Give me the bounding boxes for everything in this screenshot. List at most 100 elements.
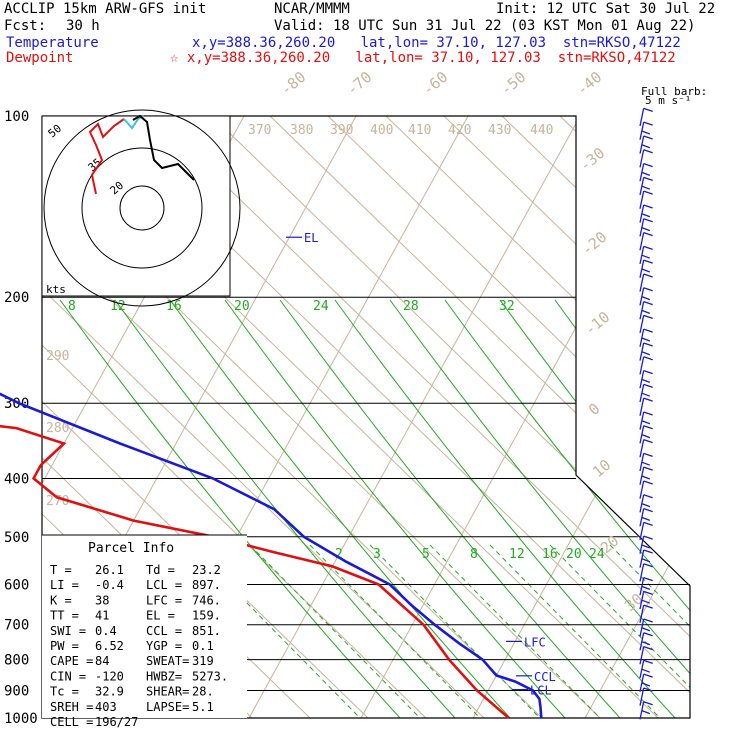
wind-barb-flag	[643, 383, 653, 388]
isotherm-label: -70	[343, 68, 375, 99]
wind-barb-flag	[643, 218, 653, 223]
level-label: LCL	[530, 684, 552, 698]
pressure-tick-label: 400	[4, 471, 29, 487]
wind-barb-flag	[641, 709, 651, 715]
wind-barb-staff	[639, 646, 645, 665]
wind-barb-staff	[639, 149, 645, 168]
parcel-param-value: 0.4	[95, 624, 117, 638]
wind-barb-flag	[643, 107, 653, 112]
dry-adiabat-line	[269, 116, 690, 718]
wind-barb-flag	[643, 701, 653, 706]
wind-barb-staff	[639, 232, 645, 251]
wind-barb-staff	[639, 618, 645, 637]
parcel-param-value: 23.2	[192, 563, 221, 577]
parcel-param-name: HWBZ=	[146, 669, 182, 683]
mixing-ratio-label: 24	[589, 547, 605, 562]
dry-adiabat-label: 290	[46, 349, 69, 364]
wind-barb-flag	[643, 162, 653, 168]
wind-barb-flag	[641, 599, 651, 604]
wind-barb-flag	[641, 351, 651, 356]
mixing-ratio-label: 12	[509, 547, 525, 562]
wind-barb-flag	[641, 309, 651, 314]
parcel-param-name: LAPSE=	[146, 700, 189, 714]
wind-barb-staff	[639, 108, 645, 127]
wind-barb-flag	[641, 213, 651, 218]
wind-barb-staff	[639, 549, 645, 568]
valid-time: Valid: 18 UTC Sun 31 Jul 22 (03 KST Mon …	[274, 18, 696, 34]
wind-barb-flag	[641, 461, 651, 466]
mixing-ratio-label: 5	[422, 547, 430, 562]
mixing-ratio-label: 28	[403, 299, 419, 314]
moist-adiabat-line	[224, 299, 566, 718]
wind-barb-flag	[641, 544, 651, 549]
wind-barb-flag	[643, 618, 653, 623]
mixing-ratio-label: 2	[335, 547, 343, 562]
parcel-param-value: 0.1	[192, 639, 214, 653]
mixing-ratio-label: 16	[166, 299, 182, 314]
hodograph-ring	[43, 109, 241, 307]
wind-barb-flag	[641, 378, 651, 383]
isotherm-line	[248, 116, 581, 718]
parcel-param-value: 84	[95, 654, 109, 668]
isotherm-label: -60	[419, 68, 451, 99]
wind-barb-flag	[643, 576, 653, 582]
dry-adiabat-line	[42, 116, 485, 718]
dry-adiabat-line	[42, 116, 427, 718]
pressure-tick-label: 800	[4, 653, 29, 669]
moist-adiabat-line	[554, 299, 690, 718]
dry-adiabat-label: 380	[290, 123, 313, 138]
wind-barb-flag	[641, 268, 651, 273]
wind-barb-flag	[643, 535, 653, 540]
wind-barb-flag	[641, 254, 651, 259]
wind-barb-flag	[643, 425, 653, 430]
hodograph-trace-upper	[132, 114, 195, 181]
pressure-tick-label: 1000	[4, 711, 38, 727]
moist-adiabat-line	[59, 299, 401, 718]
init-time: Init: 12 UTC Sat 30 Jul 22	[496, 1, 716, 17]
mixing-ratio-label: 3	[373, 547, 381, 562]
wind-barb-flag	[643, 563, 653, 568]
dry-adiabat-label: 270	[46, 494, 69, 509]
dewpoint-line	[0, 424, 510, 719]
wind-barb-flag	[643, 507, 653, 513]
wind-barb-staff	[639, 191, 645, 209]
mixing-ratio-label: 8	[470, 547, 478, 562]
mixing-ratio-line	[669, 544, 690, 718]
pressure-tick-label: 200	[4, 290, 29, 306]
parcel-param-value: 159.	[192, 609, 221, 623]
pressure-tick-label: 700	[4, 618, 29, 634]
isotherm-label: -20	[578, 228, 610, 259]
parcel-param-name: LCL =	[146, 578, 182, 592]
wind-barb-staff	[639, 467, 645, 485]
mixing-ratio-line	[429, 544, 601, 718]
parcel-param-value: -120	[95, 669, 124, 683]
dry-adiabat-line	[42, 116, 543, 718]
wind-barb-staff	[639, 522, 645, 541]
wind-barb-staff	[639, 687, 645, 706]
mixing-ratio-label: 8	[68, 299, 76, 314]
wind-barb-flag	[643, 300, 653, 306]
wind-barb-flag	[641, 475, 651, 480]
dry-adiabat-line	[385, 116, 690, 718]
dewpoint-location: ☆ x,y=388.36,260.20 lat,lon= 37.10, 127.…	[170, 50, 676, 66]
parcel-param-value: 6.52	[95, 639, 124, 653]
wind-barb-flag	[643, 149, 653, 154]
dry-adiabat-label: 420	[448, 123, 471, 138]
wind-barb-flag	[641, 226, 651, 232]
hodograph-units: kts	[46, 283, 66, 296]
wind-barb-staff	[639, 398, 645, 416]
wind-barb-flag	[641, 337, 651, 342]
wind-barb-flag	[643, 411, 653, 416]
parcel-param-name: K =	[50, 593, 72, 607]
temperature-location: x,y=388.36,260.20 lat,lon= 37.10, 127.03…	[192, 35, 681, 51]
wind-barb-flag	[641, 295, 651, 301]
parcel-param-name: SREH =	[50, 700, 93, 714]
wind-barb-flag	[641, 130, 651, 135]
wind-barb-flag	[643, 121, 653, 126]
parcel-info-panel	[42, 535, 247, 718]
pressure-tick-label: 100	[4, 109, 29, 125]
wind-barb-flag	[643, 287, 653, 292]
mixing-ratio-label: 16	[542, 547, 558, 562]
barb-legend-title: Full barb:	[641, 85, 707, 98]
wind-barb-flag	[643, 273, 653, 278]
